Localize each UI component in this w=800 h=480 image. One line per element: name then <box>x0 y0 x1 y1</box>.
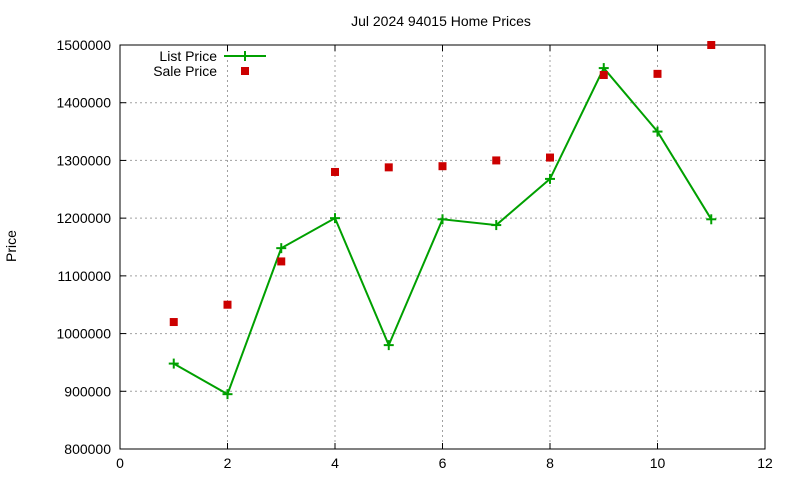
y-tick-label: 900000 <box>64 383 111 399</box>
sale-price-point <box>438 162 447 171</box>
sale-price-point <box>223 300 232 309</box>
list-price-point <box>222 389 233 400</box>
sale-price-point <box>331 167 339 176</box>
chart-title: Jul 2024 94015 Home Prices <box>351 13 531 29</box>
y-tick-label: 1400000 <box>56 95 111 111</box>
list-price-point <box>491 220 502 231</box>
legend-label-list-price: List Price <box>159 48 217 64</box>
list-price-point <box>652 126 663 137</box>
x-tick-label: 12 <box>757 455 773 471</box>
sale-price-point <box>546 153 554 162</box>
x-tick-label: 4 <box>331 455 339 471</box>
list-price-point <box>168 358 179 369</box>
y-axis-label: Price <box>3 230 19 262</box>
sale-price-point <box>277 257 286 266</box>
list-price-point <box>383 340 394 351</box>
grid-layer <box>120 45 765 449</box>
y-tick-label: 1500000 <box>56 37 111 53</box>
legend: List Price Sale Price <box>153 48 266 79</box>
legend-marker-list-price <box>240 51 250 61</box>
list-price-point <box>276 243 287 254</box>
x-tick-label: 6 <box>439 455 447 471</box>
sale-price-point <box>384 163 393 172</box>
list-price-point <box>330 213 340 224</box>
axes-layer: 0 2 4 6 8 10 12 800000 900000 1000000 1100000 12000… <box>56 37 773 471</box>
x-tick-label: 10 <box>650 455 666 471</box>
sale-price-point <box>707 41 716 49</box>
sale-price-point <box>599 71 608 80</box>
x-tick-label: 2 <box>224 455 232 471</box>
legend-marker-sale-price <box>241 67 249 75</box>
sale-price-point <box>653 69 662 78</box>
y-tick-label: 1200000 <box>56 210 111 226</box>
y-tick-label: 1300000 <box>56 152 111 168</box>
y-tick-label: 1000000 <box>56 326 111 342</box>
sale-price-point <box>169 318 178 327</box>
legend-label-sale-price: Sale Price <box>153 63 217 79</box>
sale-price-point <box>492 156 501 165</box>
list-price-point <box>706 214 717 225</box>
y-tick-label: 800000 <box>64 441 111 457</box>
series-layer <box>168 41 717 400</box>
list-price-point <box>437 214 448 225</box>
list-price-point <box>545 173 555 184</box>
y-tick-label: 1100000 <box>58 268 112 284</box>
x-tick-label: 8 <box>546 455 554 471</box>
x-tick-label: 0 <box>116 455 124 471</box>
